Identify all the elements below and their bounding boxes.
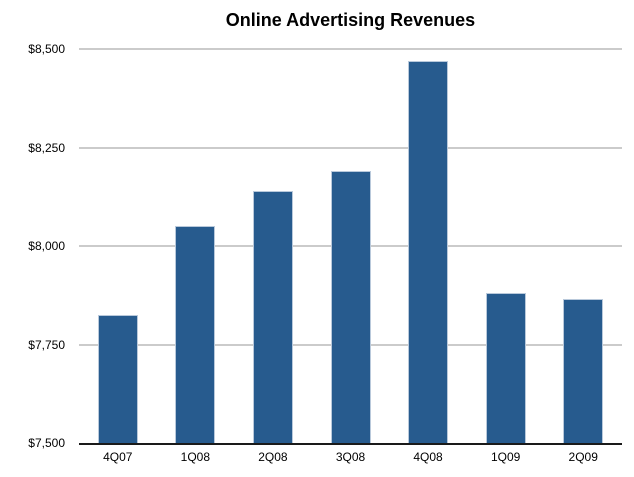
x-tick-label-1Q08: 1Q08 — [180, 450, 211, 464]
gridline-8250 — [79, 146, 622, 149]
bar-1Q09 — [485, 293, 526, 443]
chart-title: Online Advertising Revenues — [225, 10, 476, 30]
y-tick-label: $8,500 — [28, 42, 65, 56]
x-tick-label-4Q08: 4Q08 — [413, 450, 443, 464]
x-tick-label-1Q09: 1Q09 — [490, 450, 521, 464]
bar-1Q08 — [175, 226, 216, 443]
x-tick-label-2Q09: 2Q09 — [568, 450, 598, 464]
y-tick-label: $8,250 — [28, 140, 65, 155]
y-tick-label: $7,500 — [28, 436, 65, 450]
plot-area — [79, 48, 622, 445]
x-tick-label-3Q08: 3Q08 — [335, 450, 366, 464]
gridline-8500 — [79, 48, 622, 50]
bar-2Q09 — [563, 299, 604, 443]
bar-3Q08 — [330, 171, 371, 443]
x-tick-label-2Q08: 2Q08 — [258, 450, 288, 464]
y-tick-label: $8,000 — [28, 239, 65, 253]
y-tick-label: $7,750 — [28, 337, 65, 352]
x-tick-label-4Q07: 4Q07 — [103, 450, 133, 464]
bar-4Q07 — [97, 314, 138, 443]
bar-4Q08 — [408, 60, 449, 443]
bar-2Q08 — [252, 190, 293, 443]
